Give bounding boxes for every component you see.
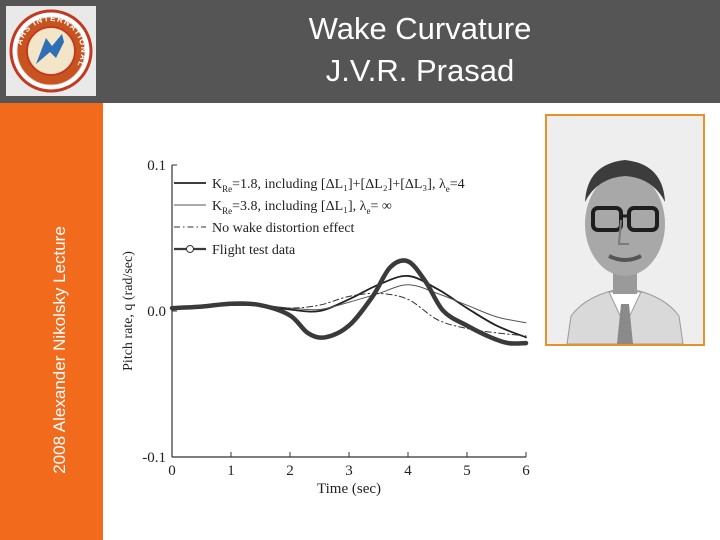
y-axis-label: Pitch rate, q (rad/sec)	[121, 251, 136, 371]
y-tick-label: -0.1	[142, 450, 166, 466]
x-tick-label: 1	[227, 463, 235, 479]
x-tick-label: 2	[286, 463, 294, 479]
ahs-logo: AHS INTERNATIONAL	[6, 6, 96, 96]
title-line-1: Wake Curvature	[308, 11, 532, 46]
series-layer	[169, 258, 529, 346]
x-axis-label: Time (sec)	[317, 481, 381, 497]
x-tick-label: 6	[522, 463, 530, 479]
title-line-2: J.V.R. Prasad	[325, 53, 515, 88]
slide-title: Wake Curvature J.V.R. Prasad	[230, 8, 610, 92]
legend-layer: KRe=1.8, including [ΔL₁]+[ΔL₂]+[ΔL₃], λe…	[174, 177, 465, 258]
legend-label-4: Flight test data	[212, 243, 296, 258]
legend-label-3: No wake distortion effect	[212, 221, 355, 236]
pitch-rate-chart: 0 1 2 3 4 5 6 0.1 0.0 -0.1 KRe=1.8, including [ΔL…	[121, 158, 530, 497]
legend-marker-circle	[186, 245, 194, 253]
axes-layer: 0 1 2 3 4 5 6 0.1 0.0 -0.1	[142, 158, 530, 479]
portrait-photo	[545, 114, 705, 346]
header-bar	[0, 0, 720, 103]
sidebar-bar	[0, 103, 103, 540]
y-tick-label: 0.1	[147, 158, 166, 174]
y-tick-label: 0.0	[147, 304, 166, 320]
legend-label-2: KRe=3.8, including [ΔL₁], λe= ∞	[212, 199, 392, 216]
x-tick-label: 3	[345, 463, 353, 479]
x-tick-label: 4	[404, 463, 412, 479]
sidebar-lecture-text: 2008 Alexander Nikolsky Lecture	[50, 226, 69, 474]
legend-label-1: KRe=1.8, including [ΔL₁]+[ΔL₂]+[ΔL₃], λe…	[212, 177, 465, 194]
series-line-4	[169, 258, 529, 346]
x-tick-label: 5	[463, 463, 471, 479]
x-tick-label: 0	[168, 463, 176, 479]
